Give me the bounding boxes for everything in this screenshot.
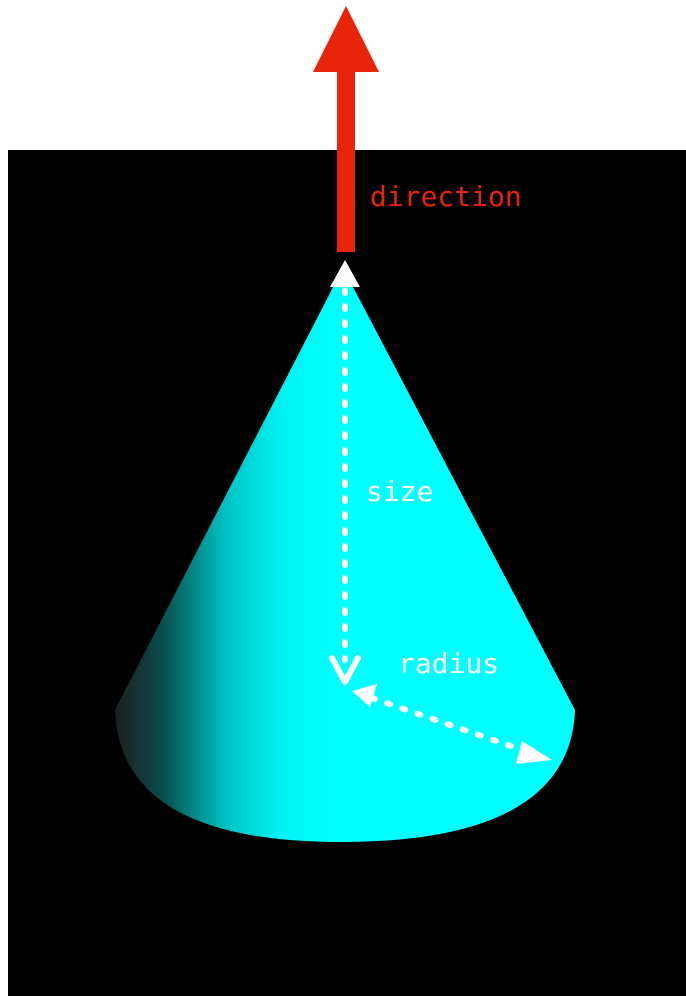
cone-shape <box>115 268 575 842</box>
direction-arrow <box>313 6 379 252</box>
radius-label: radius <box>398 647 499 680</box>
size-indicator <box>329 287 361 685</box>
direction-label: direction <box>370 180 522 213</box>
radius-indicator <box>352 684 552 764</box>
apex-arrowhead <box>330 260 360 287</box>
size-label: size <box>366 475 433 508</box>
